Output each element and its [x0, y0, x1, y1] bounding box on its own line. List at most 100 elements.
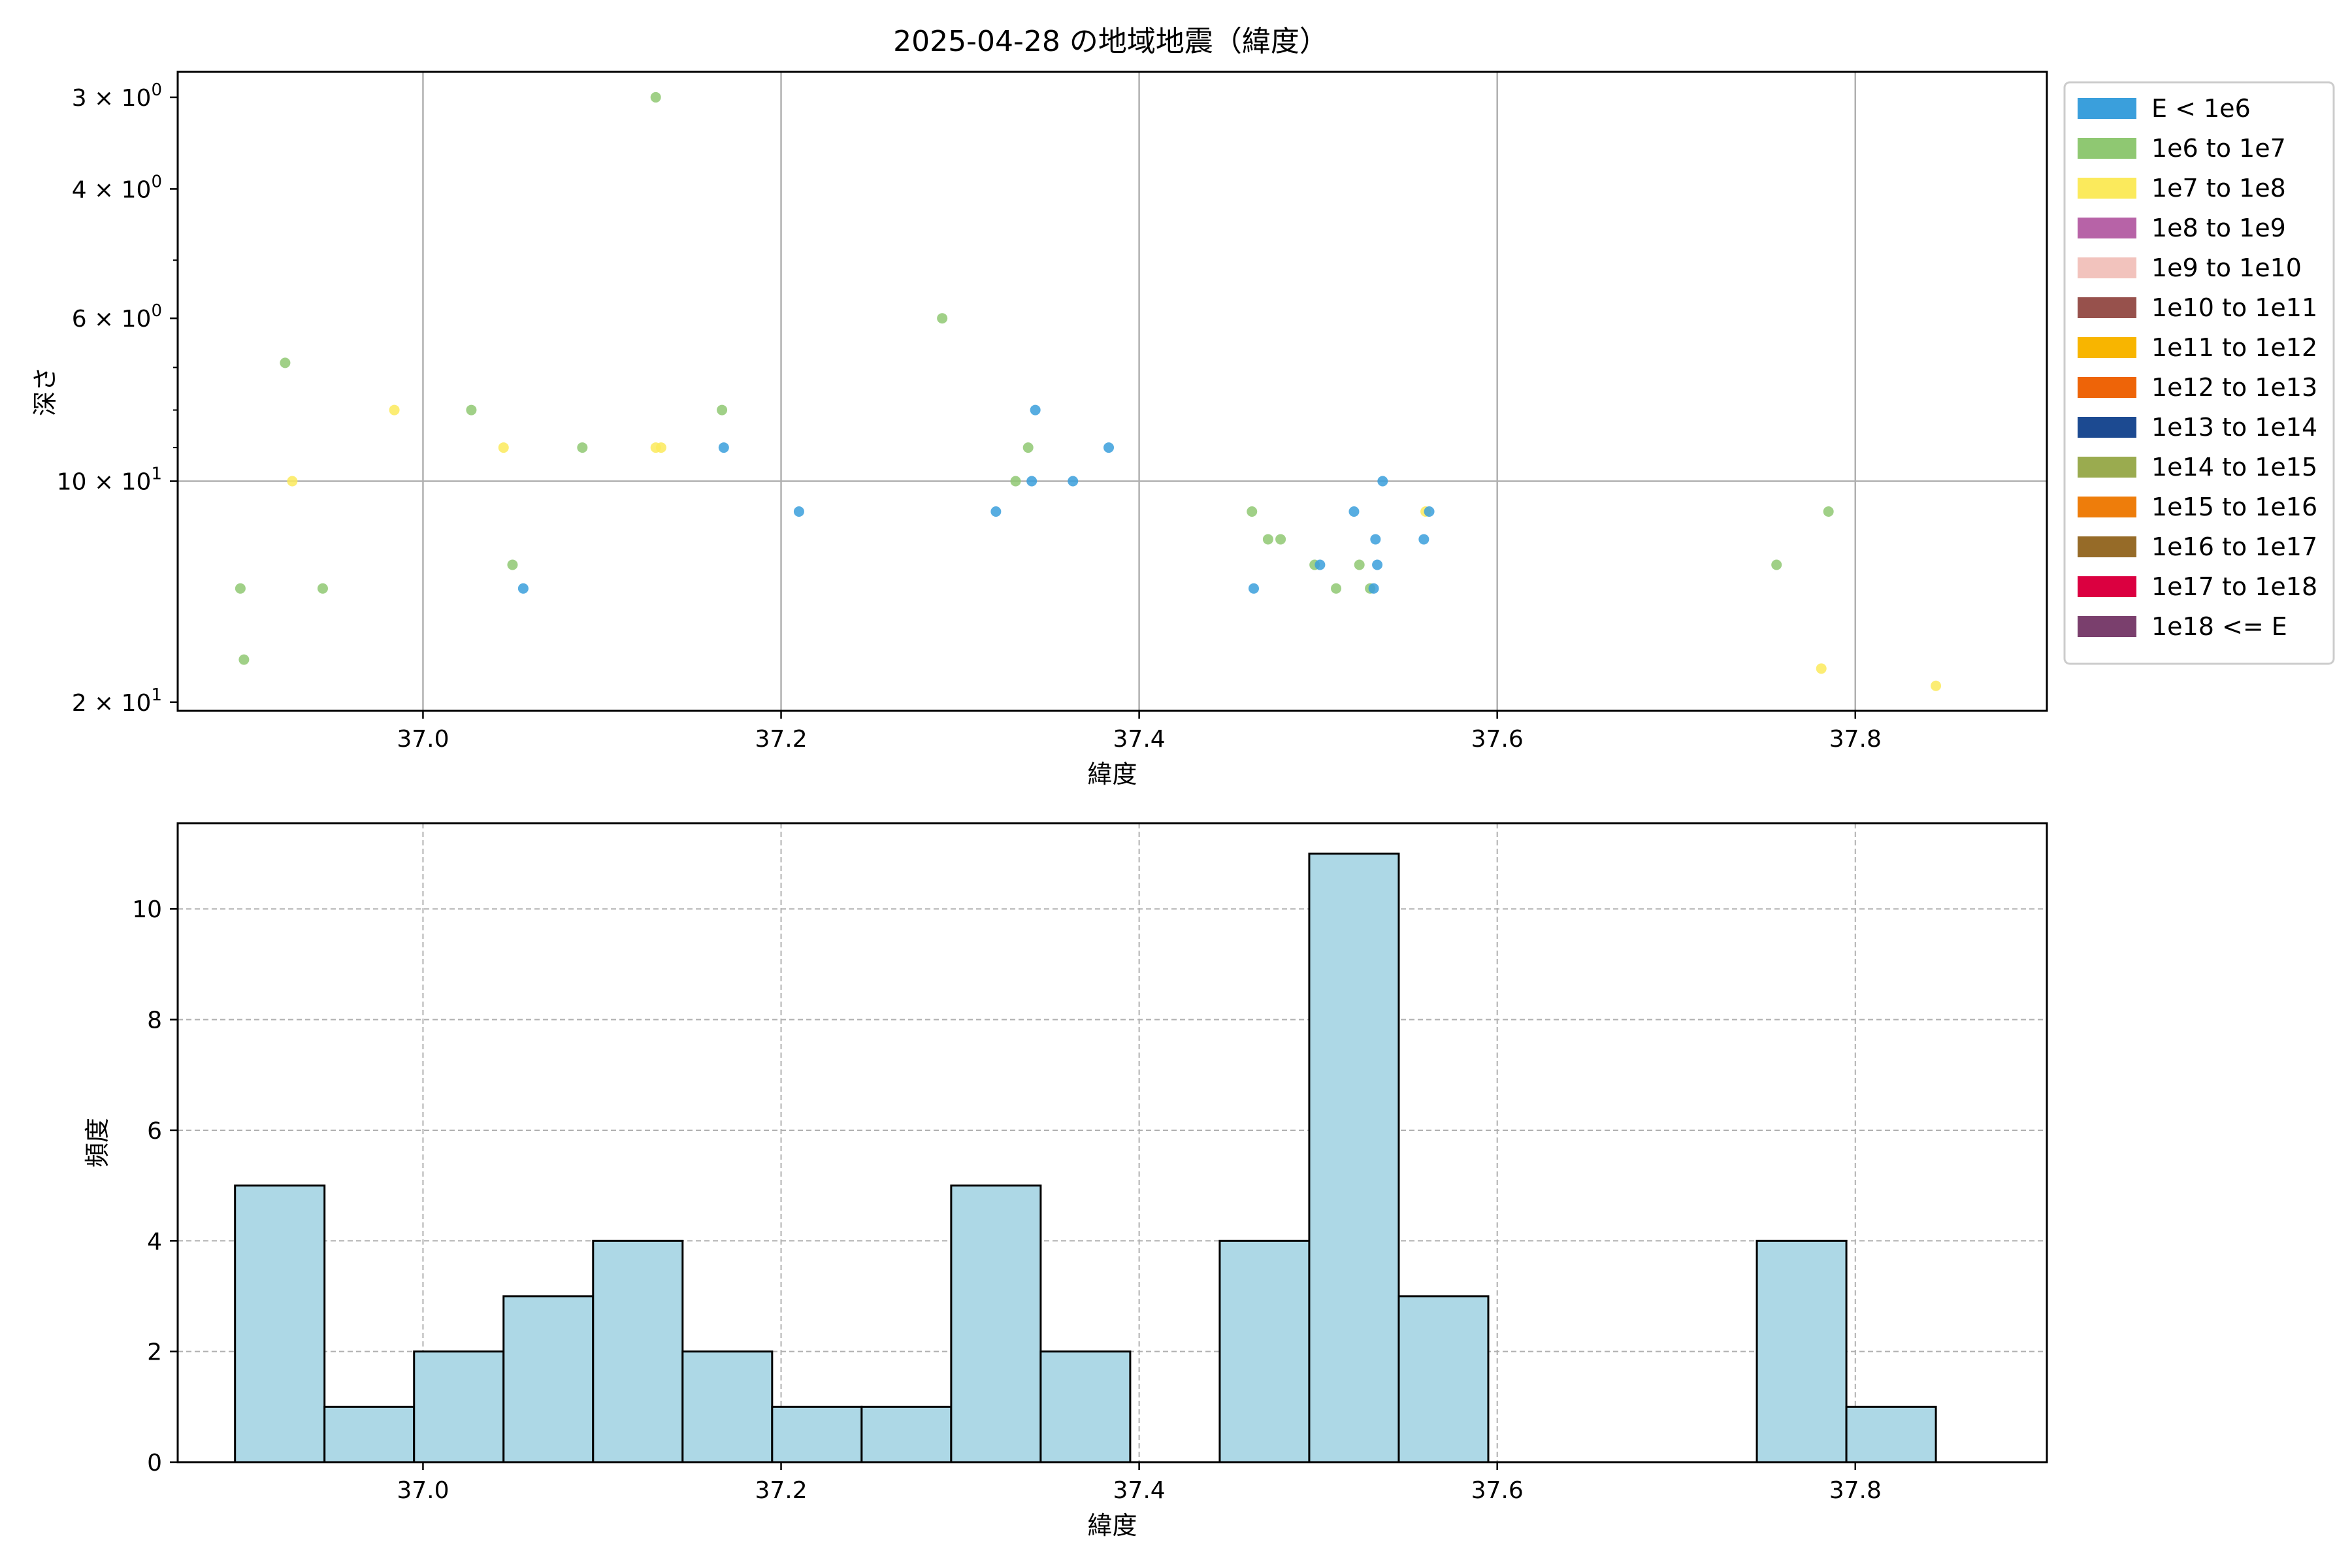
scatter-point [1816, 663, 1827, 674]
scatter-point [517, 583, 529, 594]
scatter-x-tick-label: 37.8 [1829, 726, 1882, 753]
scatter-point [655, 442, 666, 453]
scatter-y-tick-label: 6 × 100 [72, 301, 162, 333]
legend-label: 1e15 to 1e16 [2151, 493, 2317, 521]
legend-label: 1e10 to 1e11 [2151, 293, 2317, 322]
legend-swatch [2078, 536, 2136, 557]
histogram-bar [323, 1405, 416, 1463]
histogram-bar [681, 1350, 774, 1463]
scatter-point [1331, 583, 1342, 594]
histogram-bar [950, 1184, 1042, 1463]
histogram-bar [771, 1405, 863, 1463]
scatter-point [1368, 583, 1379, 594]
scatter-point [1022, 442, 1034, 453]
legend-label: 1e18 <= E [2151, 612, 2287, 641]
histogram-y-axis-ticks: 0 2 4 6 8 10 [132, 896, 178, 1477]
legend-label: 1e6 to 1e7 [2151, 134, 2286, 163]
scatter-x-axis-ticks: 37.0 37.2 37.4 37.6 37.8 [397, 711, 1882, 753]
scatter-y-tick-label: 2 × 101 [72, 685, 162, 717]
scatter-point [235, 583, 246, 594]
histogram-bar [234, 1184, 326, 1463]
histogram-bar [1039, 1350, 1132, 1463]
histogram-bar [413, 1350, 505, 1463]
energy-legend: E < 1e6 1e6 to 1e7 1e7 to 1e8 1e8 to 1e9 1e9… [2063, 81, 2335, 665]
scatter-point [1931, 680, 1942, 691]
histogram-bar [502, 1295, 595, 1463]
legend-swatch [2078, 218, 2136, 238]
scatter-point [507, 559, 518, 570]
scatter-point [1248, 583, 1259, 594]
legend-label: 1e17 to 1e18 [2151, 572, 2317, 601]
legend-label: 1e13 to 1e14 [2151, 413, 2317, 442]
scatter-point [577, 442, 588, 453]
scatter-point [1377, 476, 1388, 487]
scatter-point [793, 506, 804, 517]
scatter-point [937, 313, 948, 324]
legend-label: E < 1e6 [2151, 94, 2251, 123]
histogram-x-axis-ticks: 37.0 37.2 37.4 37.6 37.8 [397, 1462, 1882, 1504]
scatter-point [1354, 559, 1365, 570]
legend-swatch [2078, 497, 2136, 517]
histogram-bar [860, 1405, 953, 1463]
scatter-point [1315, 559, 1326, 570]
legend-swatch [2078, 457, 2136, 478]
scatter-point [1262, 534, 1273, 545]
scatter-point [238, 654, 250, 665]
scatter-point [1068, 476, 1079, 487]
scatter-point [1418, 534, 1429, 545]
scatter-point [1372, 559, 1383, 570]
scatter-point [498, 442, 509, 453]
scatter-point [1030, 404, 1041, 416]
histogram-y-axis-label: 頻度 [83, 1118, 112, 1168]
histogram-y-tick-label: 10 [132, 896, 162, 923]
scatter-plot-frame [176, 71, 2048, 712]
legend-swatch [2078, 417, 2136, 438]
scatter-point [317, 583, 328, 594]
legend-swatch [2078, 377, 2136, 398]
histogram-bar [592, 1239, 684, 1463]
scatter-point [1348, 506, 1360, 517]
scatter-point [1370, 534, 1381, 545]
histogram-bar [1397, 1295, 1490, 1463]
histogram-y-tick-label: 2 [147, 1339, 162, 1366]
histogram-x-tick-label: 37.0 [397, 1477, 449, 1504]
scatter-points [235, 91, 1942, 691]
scatter-point [1247, 506, 1258, 517]
histogram-bar [1756, 1239, 1848, 1463]
scatter-point [280, 357, 291, 368]
histogram-bar [1845, 1405, 1937, 1463]
scatter-chart: 37.0 37.2 37.4 37.6 37.8 3 × 100 4 × 100 6 × 1… [31, 71, 2048, 789]
histogram-y-tick-label: 0 [147, 1450, 162, 1477]
scatter-point [1424, 506, 1435, 517]
scatter-x-tick-label: 37.2 [755, 726, 807, 753]
scatter-point [1010, 476, 1021, 487]
legend-swatch [2078, 138, 2136, 159]
scatter-point [1275, 534, 1286, 545]
scatter-point [1771, 559, 1782, 570]
histogram-x-tick-label: 37.4 [1113, 1477, 1166, 1504]
scatter-x-axis-label: 緯度 [1087, 760, 1137, 789]
histogram-x-tick-label: 37.8 [1829, 1477, 1882, 1504]
scatter-point [287, 476, 298, 487]
histogram-bar [1218, 1239, 1311, 1463]
scatter-point [1823, 506, 1834, 517]
legend-swatch [2078, 257, 2136, 278]
histogram-y-tick-label: 6 [147, 1118, 162, 1145]
legend-swatch [2078, 178, 2136, 199]
scatter-y-tick-label: 4 × 100 [72, 172, 162, 203]
legend-swatch [2078, 297, 2136, 318]
histogram-y-tick-label: 8 [147, 1007, 162, 1034]
scatter-point [466, 404, 477, 416]
scatter-point [990, 506, 1002, 517]
legend-label: 1e14 to 1e15 [2151, 453, 2317, 482]
legend-swatch [2078, 576, 2136, 597]
histogram-x-tick-label: 37.6 [1471, 1477, 1524, 1504]
legend-label: 1e8 to 1e9 [2151, 214, 2286, 242]
legend-swatch [2078, 616, 2136, 637]
legend-label: 1e7 to 1e8 [2151, 174, 2286, 203]
scatter-point [1103, 442, 1115, 453]
scatter-point [717, 404, 728, 416]
scatter-point [1026, 476, 1037, 487]
scatter-point [389, 404, 400, 416]
scatter-point [650, 91, 661, 103]
